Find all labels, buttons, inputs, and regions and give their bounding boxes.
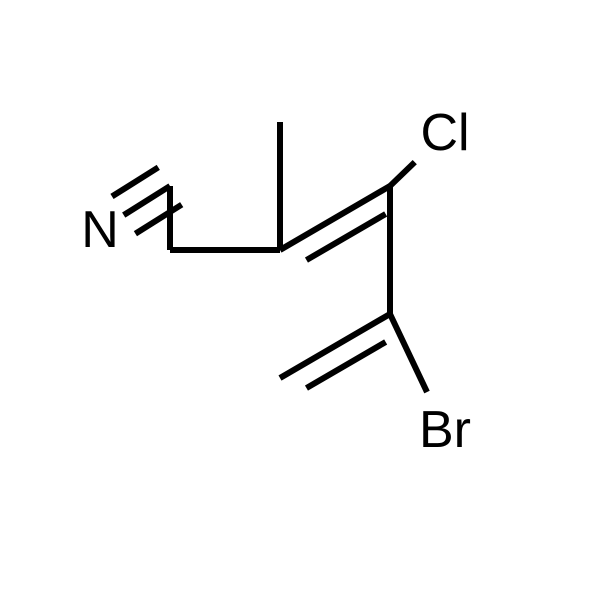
- bond: [306, 214, 385, 260]
- bond: [135, 205, 181, 234]
- bond: [112, 167, 158, 196]
- bond: [306, 342, 385, 388]
- atom-label-br: Br: [419, 401, 471, 459]
- bonds-layer: [112, 122, 427, 392]
- atom-label-n: N: [81, 201, 119, 259]
- atom-label-cl: Cl: [420, 104, 469, 162]
- bond: [124, 186, 170, 215]
- molecule-diagram: N Cl Br: [0, 0, 600, 600]
- bond: [390, 162, 415, 186]
- labels-layer: N Cl Br: [81, 104, 471, 459]
- bond: [390, 314, 427, 392]
